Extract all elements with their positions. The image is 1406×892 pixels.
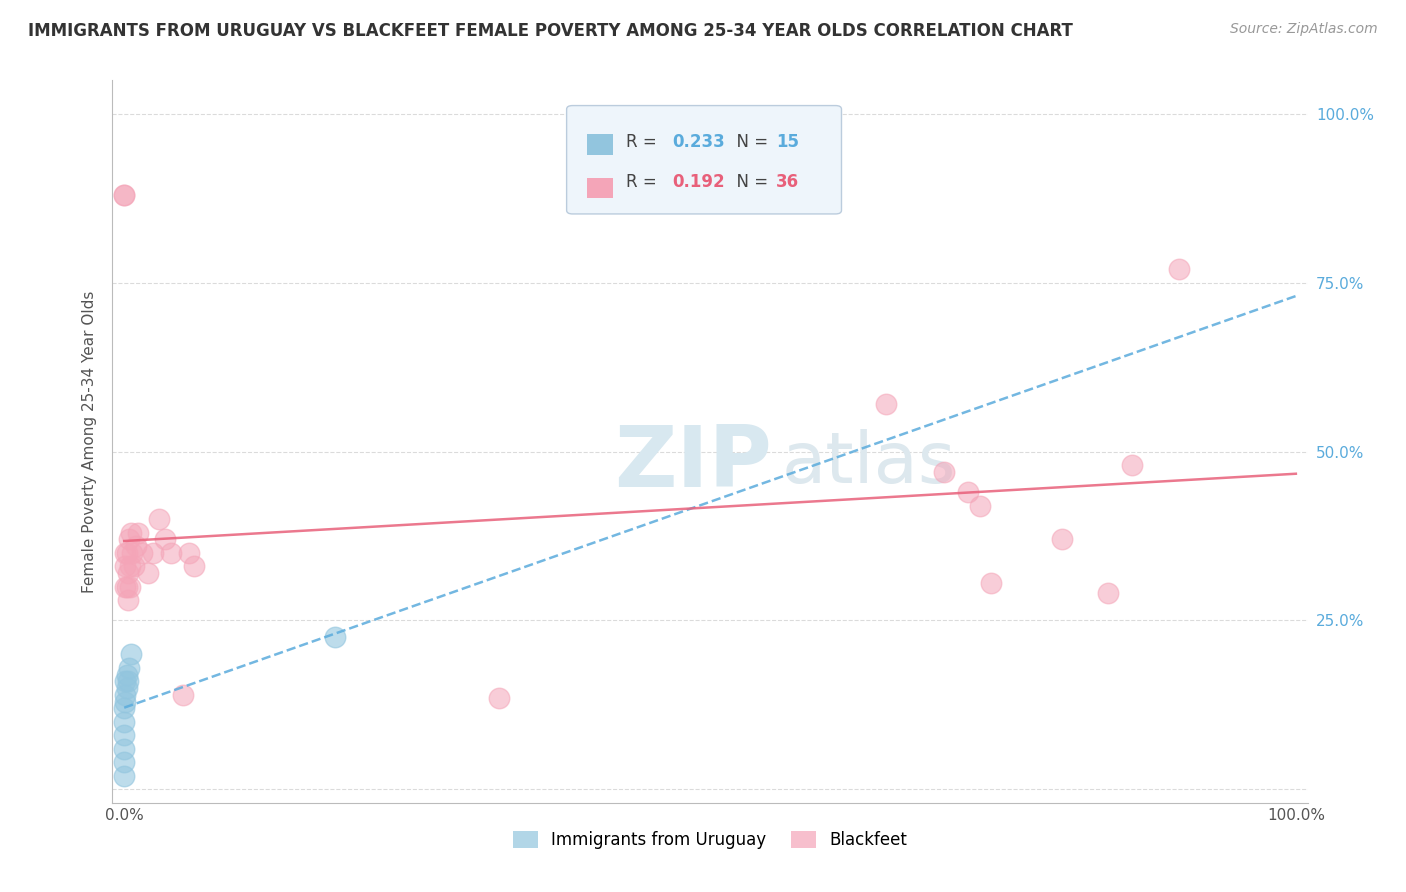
Point [1050,533,1073,547]
Point [120,647,142,661]
Point [122,559,145,574]
Point [177,546,200,560]
Point [117,674,139,689]
Text: 36: 36 [776,173,799,191]
Point [148,512,170,526]
Point [131,546,153,560]
Text: R =: R = [627,173,662,191]
Y-axis label: Female Poverty Among 25-34 Year Olds: Female Poverty Among 25-34 Year Olds [82,291,97,592]
Point [112,701,135,715]
Point [117,566,139,581]
Point [183,559,205,574]
Point [1097,586,1119,600]
Text: IMMIGRANTS FROM URUGUAY VS BLACKFEET FEMALE POVERTY AMONG 25-34 YEAR OLDS CORREL: IMMIGRANTS FROM URUGUAY VS BLACKFEET FEM… [28,22,1073,40]
FancyBboxPatch shape [567,105,842,214]
Text: N =: N = [725,133,773,151]
Point [121,546,143,560]
Point [115,667,138,681]
Bar [586,178,613,198]
Point [114,674,136,689]
Point [115,681,138,695]
Point [980,576,1002,591]
Point [118,533,141,547]
Point [172,688,194,702]
Point [112,188,135,202]
Text: R =: R = [627,133,662,151]
Point [969,499,991,513]
Point [875,397,897,411]
Point [160,546,183,560]
Point [956,485,979,500]
Point [114,580,136,594]
Point [112,188,135,202]
Point [155,533,177,547]
Point [136,566,159,581]
Point [117,593,139,607]
Point [114,559,136,574]
Text: 15: 15 [776,133,799,151]
Text: N =: N = [725,173,773,191]
Point [125,539,148,553]
Point [114,688,136,702]
Text: ZIP: ZIP [614,422,772,505]
Point [488,691,510,706]
Legend: Immigrants from Uruguay, Blackfeet: Immigrants from Uruguay, Blackfeet [506,824,914,856]
Text: 0.233: 0.233 [672,133,724,151]
Point [115,546,138,560]
Text: 0.192: 0.192 [672,173,724,191]
Point [1167,262,1189,277]
Point [112,728,135,742]
Point [118,661,141,675]
Point [142,546,165,560]
Point [114,694,136,708]
Point [323,631,346,645]
Point [112,756,135,770]
Point [934,465,956,479]
Point [127,525,149,540]
Point [120,580,141,594]
Point [112,769,135,783]
Point [114,546,136,560]
Text: atlas: atlas [782,429,956,498]
Bar [586,134,613,154]
Point [112,741,135,756]
Point [120,559,141,574]
Point [120,525,142,540]
Point [115,580,138,594]
Point [1121,458,1143,472]
Text: Source: ZipAtlas.com: Source: ZipAtlas.com [1230,22,1378,37]
Point [112,714,135,729]
